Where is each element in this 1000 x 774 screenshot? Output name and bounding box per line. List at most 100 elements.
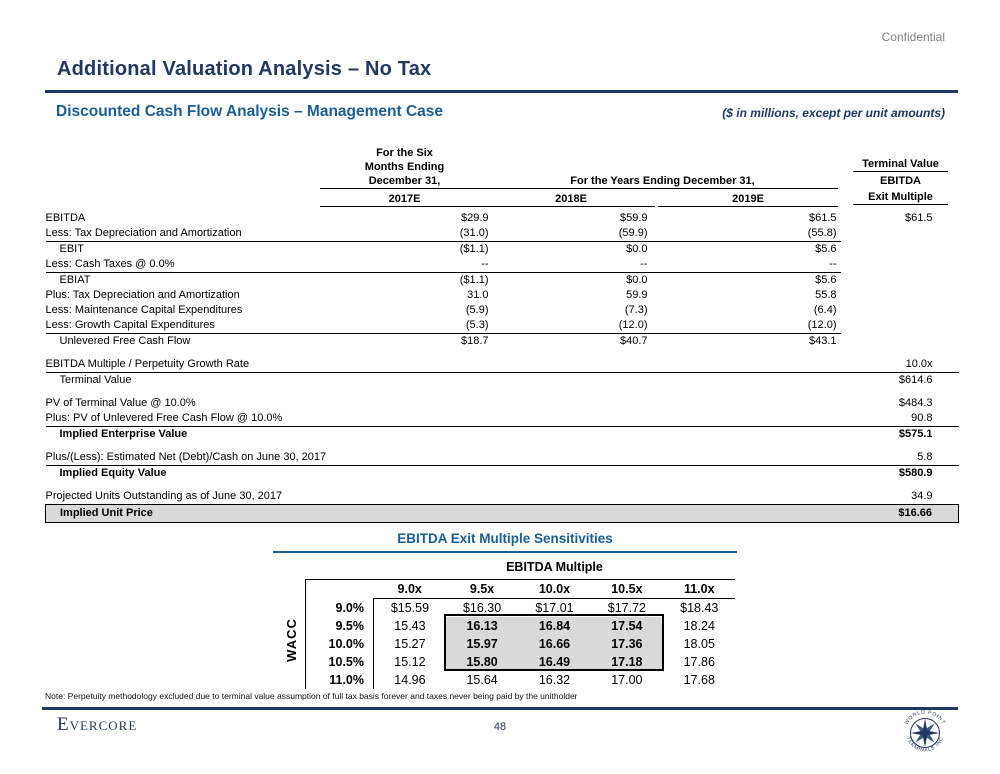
wacc-axis-label: WACC bbox=[284, 618, 299, 662]
dcf-row: EBITDA Multiple / Perpetuity Growth Rate… bbox=[45, 357, 959, 373]
dcf-cell-2019e bbox=[656, 373, 841, 389]
dcf-row-label: Implied Equity Value bbox=[59, 467, 167, 479]
dcf-cell-2019e bbox=[655, 411, 841, 427]
dcf-cell-2018e bbox=[490, 357, 656, 373]
dcf-cell-2017e: (31.0) bbox=[320, 226, 491, 242]
sensitivity-table: EBITDA Multiple 9.0x 9.5x 10.0x 10.5x 11… bbox=[305, 558, 736, 689]
sensitivity-corner-cell bbox=[305, 558, 374, 580]
dcf-cell-2019e bbox=[655, 450, 841, 466]
dcf-cell-2019e bbox=[655, 357, 841, 373]
dcf-cell-terminal: 5.8 bbox=[840, 450, 959, 466]
dcf-cell-2019e: -- bbox=[655, 257, 841, 273]
dcf-cell-2017e: ($1.1) bbox=[459, 274, 489, 286]
sensitivity-value-cell: $16.30 bbox=[462, 601, 502, 615]
sensitivity-value-cell: $17.72 bbox=[607, 601, 646, 615]
dcf-row-label: Plus: PV of Unlevered Free Cash Flow @ 1… bbox=[45, 411, 321, 427]
dcf-cell-2017e: (5.3) bbox=[320, 318, 491, 334]
dcf-row-label: Less: Maintenance Capital Expenditures bbox=[45, 304, 243, 316]
dcf-row-label: Less: Growth Capital Expenditures bbox=[45, 318, 321, 334]
dcf-row-label: Plus/(Less): Estimated Net (Debt)/Cash o… bbox=[45, 450, 326, 466]
dcf-row-label: Less: Cash Taxes @ 0.0% bbox=[45, 257, 321, 273]
dcf-header-line: For the Six bbox=[376, 147, 433, 159]
dcf-row: Plus/(Less): Estimated Net (Debt)/Cash o… bbox=[45, 450, 959, 466]
sensitivity-value-cell: $18.43 bbox=[680, 601, 719, 615]
dcf-cell-terminal: $614.6 bbox=[898, 374, 933, 386]
dcf-row: Plus: PV of Unlevered Free Cash Flow @ 1… bbox=[45, 411, 959, 427]
sensitivity-value-cell: $17.01 bbox=[535, 601, 574, 615]
dcf-cell-terminal: $580.9 bbox=[898, 467, 933, 479]
dcf-header-line: For the Years Ending December 31, bbox=[487, 174, 838, 189]
dcf-spacer-cell bbox=[46, 481, 959, 489]
dcf-cell-terminal: 10.0x bbox=[840, 357, 959, 373]
dcf-row: Implied Enterprise Value $575.1 bbox=[46, 427, 959, 443]
wacc-row-label: 9.0% bbox=[305, 598, 374, 617]
dcf-spacer-row bbox=[46, 442, 959, 450]
sensitivity-value-cell: $15.59 bbox=[372, 598, 446, 617]
sensitivity-value-cell: 17.00 bbox=[611, 673, 643, 687]
sensitivity-value-cell: 16.84 bbox=[518, 617, 591, 635]
sensitivity-header-row: 9.0x 9.5x 10.0x 10.5x 11.0x bbox=[305, 579, 736, 599]
dcf-cell-2018e: 59.9 bbox=[626, 289, 648, 301]
dcf-cell-2019e: (55.8) bbox=[655, 226, 841, 242]
dcf-row: EBITDA $29.9 $59.9 $61.5 $61.5 bbox=[46, 211, 959, 226]
dcf-cell-2019e bbox=[655, 489, 841, 505]
title-divider bbox=[45, 90, 958, 93]
dcf-spacer-cell bbox=[46, 388, 959, 396]
dcf-cell-2019e: $43.1 bbox=[808, 335, 837, 347]
world-point-terminals-logo: WORLD POINT TERMINALS INC bbox=[904, 709, 946, 753]
dcf-row-label: EBIT bbox=[59, 243, 84, 255]
dcf-row: Projected Units Outstanding as of June 3… bbox=[45, 489, 959, 505]
dcf-row: Plus: Tax Depreciation and Amortization 3… bbox=[46, 288, 959, 303]
dcf-cell-2017e bbox=[321, 373, 491, 389]
sensitivity-value-cell: 15.12 bbox=[372, 653, 446, 671]
sensitivity-group-row: EBITDA Multiple bbox=[305, 558, 736, 580]
sensitivity-value-cell: 17.54 bbox=[590, 617, 664, 635]
dcf-cell-2019e bbox=[655, 504, 841, 523]
sensitivity-row: 9.5% 15.43 16.13 16.84 17.54 18.24 bbox=[305, 617, 736, 635]
sensitivity-value-cell: 18.05 bbox=[683, 637, 715, 651]
dcf-table: EBITDA $29.9 $59.9 $61.5 $61.5 Less: Tax Depr… bbox=[45, 211, 959, 523]
section-subtitle: Discounted Cash Flow Analysis – Manageme… bbox=[56, 103, 444, 120]
dcf-cell-2017e bbox=[321, 466, 491, 482]
dcf-cell-2019e: $5.6 bbox=[815, 274, 837, 286]
dcf-cell-2017e: 31.0 bbox=[467, 289, 489, 301]
dcf-row: Terminal Value $614.6 bbox=[46, 373, 959, 389]
dcf-cell-2019e: $61.5 bbox=[808, 212, 837, 224]
sensitivity-col-header: 9.5x bbox=[445, 579, 519, 599]
sensitivity-row: 10.0% 15.27 15.97 16.66 17.36 18.05 bbox=[305, 635, 736, 653]
dcf-row: Less: Growth Capital Expenditures (5.3) (1… bbox=[45, 318, 959, 334]
dcf-cell-2019e: (12.0) bbox=[655, 318, 841, 334]
page-number: 48 bbox=[493, 721, 507, 733]
dcf-header-line: EBITDA bbox=[880, 175, 921, 187]
dcf-cell-terminal bbox=[841, 226, 959, 242]
dcf-cell-2017e: $18.7 bbox=[460, 335, 489, 347]
sensitivity-col-header: 9.0x bbox=[373, 579, 446, 599]
wacc-row-label: 9.5% bbox=[305, 617, 374, 635]
dcf-row: Less: Tax Depreciation and Amortization(… bbox=[45, 226, 959, 242]
dcf-cell-2017e bbox=[320, 411, 491, 427]
dcf-cell-2018e: (7.3) bbox=[624, 304, 648, 316]
dcf-row-label: PV of Terminal Value @ 10.0% bbox=[45, 397, 196, 409]
dcf-cell-2019e bbox=[656, 396, 841, 411]
sensitivity-value-cell: 16.49 bbox=[518, 653, 591, 671]
dcf-row-label: Projected Units Outstanding as of June 3… bbox=[45, 489, 321, 505]
dcf-cell-2017e: $29.9 bbox=[460, 212, 489, 224]
dcf-cell-terminal bbox=[841, 334, 959, 350]
dcf-cell-2018e: $40.7 bbox=[619, 335, 648, 347]
dcf-row: Less: Cash Taxes @ 0.0% -- -- -- bbox=[45, 257, 959, 273]
dcf-cell-2017e: -- bbox=[320, 257, 491, 273]
dcf-row-label: Implied Enterprise Value bbox=[59, 428, 188, 440]
dcf-header-terminal: Terminal Value EBITDA Exit Multiple bbox=[853, 157, 948, 205]
sensitivity-value-cell: 15.27 bbox=[372, 635, 446, 653]
sensitivity-col-header: 10.0x bbox=[518, 579, 591, 599]
dcf-cell-2017e: (5.9) bbox=[465, 304, 489, 316]
sensitivity-row: 11.0% 14.96 15.64 16.32 17.00 17.68 bbox=[305, 671, 736, 689]
dcf-cell-2019e: (6.4) bbox=[813, 304, 837, 316]
sensitivity-value-cell: 15.43 bbox=[372, 617, 446, 635]
dcf-row-label: EBITDA bbox=[45, 212, 86, 224]
sensitivity-value-cell: 17.68 bbox=[683, 673, 715, 687]
dcf-header-six-months: For the Six Months Ending December 31, bbox=[320, 146, 489, 189]
dcf-cell-2018e bbox=[490, 504, 656, 523]
dcf-cell-2018e: (59.9) bbox=[490, 226, 656, 242]
